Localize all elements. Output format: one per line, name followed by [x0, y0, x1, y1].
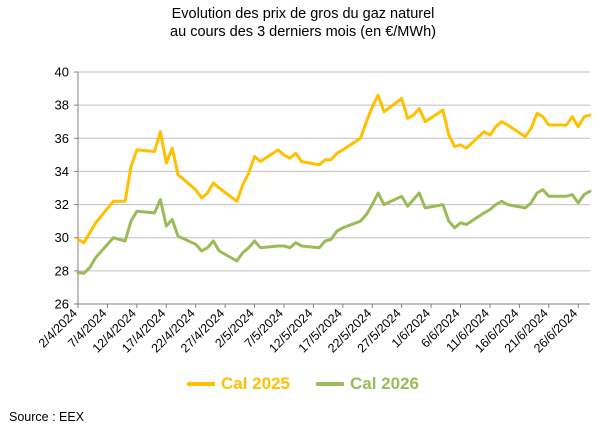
chart-title: Evolution des prix de gros du gaz nature…	[171, 6, 435, 22]
chart-subtitle: au cours des 3 derniers mois (en €/MWh)	[170, 24, 436, 40]
legend-label-cal-2025: Cal 2025	[221, 374, 290, 393]
y-tick-labels: 26 28 30 32 34 36 38 40	[55, 65, 69, 312]
x-tick-labels: 2/4/20247/4/202412/4/202417/4/202422/4/2…	[36, 306, 581, 355]
y-tick-label-32: 32	[55, 197, 69, 212]
legend-swatch-cal-2026	[316, 382, 344, 386]
axes	[74, 71, 590, 308]
legend-item-cal-2026: Cal 2026	[316, 374, 419, 394]
legend-label-cal-2026: Cal 2026	[350, 374, 419, 393]
legend-swatch-cal-2025	[187, 382, 215, 386]
y-tick-label-30: 30	[55, 230, 69, 245]
y-tick-label-38: 38	[55, 98, 69, 113]
legend: Cal 2025 Cal 2026	[0, 374, 606, 394]
source-note: Source : EEX	[9, 410, 85, 424]
series-line-cal-2025	[76, 93, 592, 245]
line-chart: 26 28 30 32 34 36 38 40 2/4/20247/4/202412/4/20…	[36, 65, 592, 355]
y-tick-label-28: 28	[55, 263, 69, 278]
series-line-cal-2026	[76, 188, 592, 275]
y-tick-label-26: 26	[55, 297, 69, 312]
gridlines	[78, 71, 590, 272]
series-lines	[76, 93, 592, 275]
y-tick-label-40: 40	[55, 65, 69, 80]
chart-title-block: Evolution des prix de gros du gaz nature…	[0, 5, 606, 41]
y-tick-label-34: 34	[55, 164, 69, 179]
legend-item-cal-2025: Cal 2025	[187, 374, 290, 394]
y-tick-label-36: 36	[55, 131, 69, 146]
